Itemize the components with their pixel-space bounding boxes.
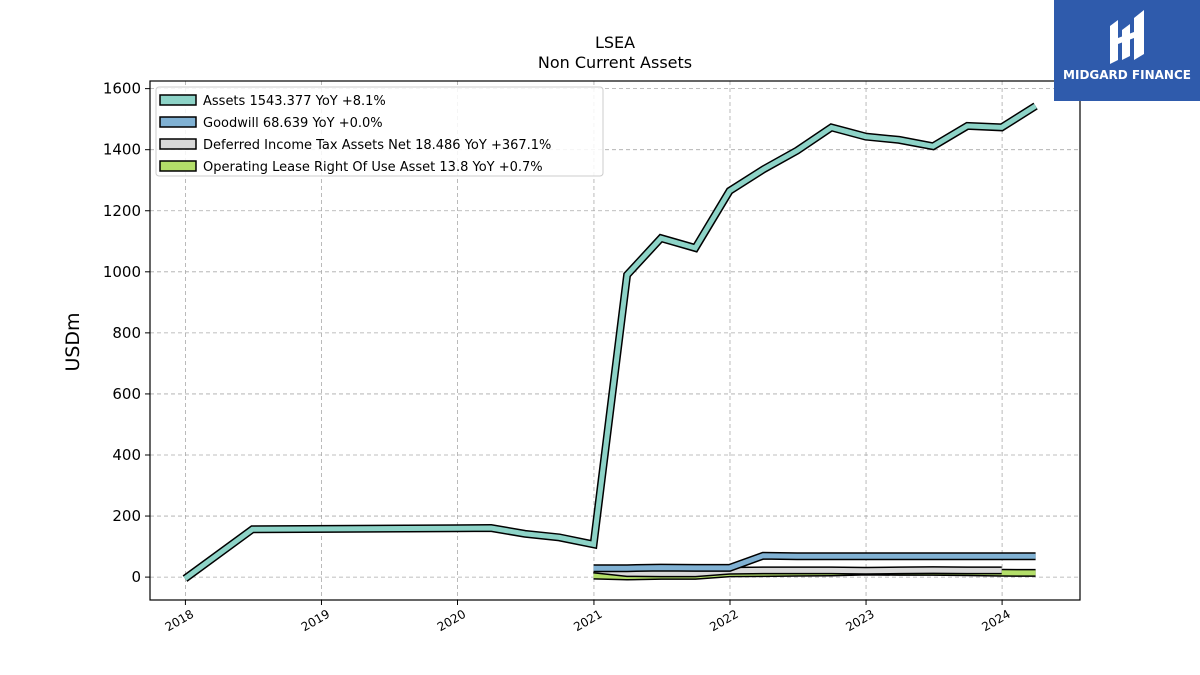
y-tick-label: 0 [131,568,141,586]
series-line-2 [593,567,1002,576]
y-tick-label: 600 [112,385,141,403]
x-tick-label: 2024 [979,607,1012,634]
brand-name: MIDGARD FINANCE [1063,68,1191,82]
series-line-0 [183,103,1037,581]
series-lines [182,102,1038,582]
legend-swatch [159,160,197,172]
y-tick-label: 800 [112,324,141,342]
series-outline-0 [182,102,1038,582]
y-tick-label: 400 [112,446,141,464]
y-axis-label: USDm [62,312,84,371]
y-tick-label: 200 [112,507,141,525]
legend-frame [155,86,604,177]
y-tick-label: 1000 [103,263,141,281]
series-line-1 [593,553,1036,571]
legend-swatch [159,116,197,128]
x-tick-label: 2022 [707,607,740,634]
legend-swatch [159,94,197,106]
legend-label: Operating Lease Right Of Use Asset 13.8 … [203,160,543,175]
y-tick-label: 1200 [103,202,141,220]
chart-subtitle: Non Current Assets [538,53,692,72]
legend-label: Deferred Income Tax Assets Net 18.486 Yo… [203,138,551,153]
legend: Assets 1543.377 YoY +8.1% Goodwill 68.639… [155,86,604,177]
x-tick-label: 2019 [299,607,332,634]
y-tick-label: 1400 [103,141,141,159]
legend-label: Assets 1543.377 YoY +8.1% [203,94,386,109]
brand-logo-badge: MIDGARD FINANCE [1054,0,1200,101]
chart-title: LSEA [595,33,635,52]
y-tick-label: 1600 [103,80,141,98]
legend-swatch [159,138,197,150]
x-tick-label: 2021 [571,607,604,634]
x-tick-label: 2020 [435,607,468,634]
plot-frame [149,80,1081,601]
midgard-logo-icon [1110,10,1144,64]
x-tick-label: 2018 [163,607,196,634]
legend-label: Goodwill 68.639 YoY +0.0% [203,116,383,131]
x-tick-label: 2023 [843,607,876,634]
